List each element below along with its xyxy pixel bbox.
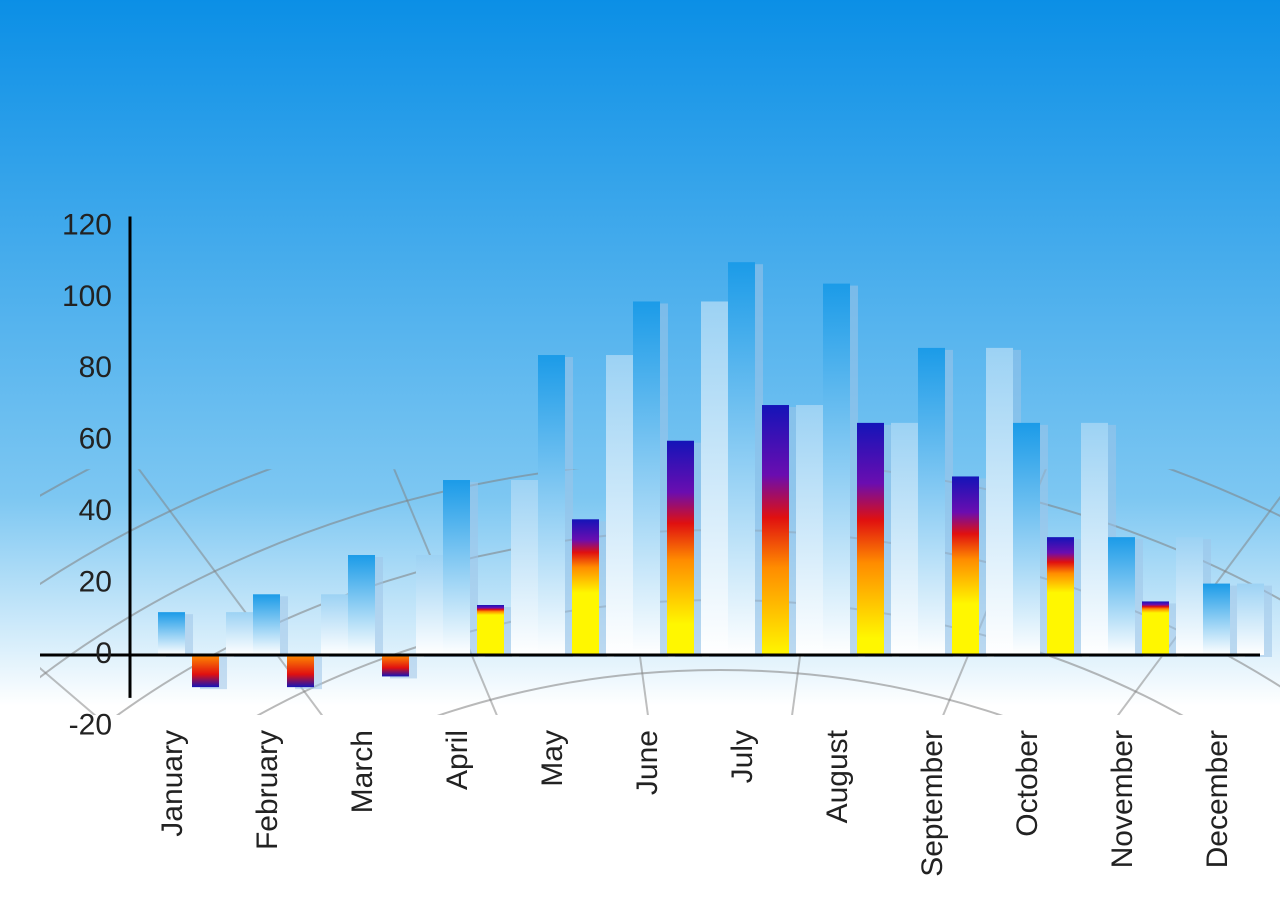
month-label-january: January	[156, 730, 189, 837]
bar-B-february	[287, 655, 314, 687]
y-tick-label: 120	[62, 208, 112, 241]
bar-A-november	[1108, 537, 1135, 655]
bar-A-march	[348, 555, 375, 655]
month-label-february: February	[251, 730, 284, 850]
bar-C-november	[1176, 537, 1203, 655]
y-tick-label: 20	[79, 566, 112, 599]
bar-A-december	[1203, 584, 1230, 655]
y-tick-label: 80	[79, 351, 112, 384]
bar-B-april	[477, 605, 504, 655]
bar-C-march	[416, 555, 443, 655]
month-label-october: October	[1011, 730, 1044, 837]
bar-B-may	[572, 519, 599, 655]
bar-B-june	[667, 441, 694, 655]
bar-B-september	[952, 476, 979, 655]
bar-B-august	[857, 423, 884, 655]
month-label-april: April	[441, 730, 474, 790]
bar-C-january	[226, 612, 253, 655]
y-tick-label: 100	[62, 280, 112, 313]
bar-C-june	[701, 301, 728, 655]
bar-A-february	[253, 594, 280, 655]
y-tick-label: 40	[79, 494, 112, 527]
bar-A-september	[918, 348, 945, 655]
bar-A-august	[823, 284, 850, 655]
bar-C-april	[511, 480, 538, 655]
bar-B-march	[382, 655, 409, 676]
month-label-december: December	[1201, 730, 1234, 868]
bar-A-june	[633, 301, 660, 655]
bar-C-september	[986, 348, 1013, 655]
bar-A-april	[443, 480, 470, 655]
bar-A-july	[728, 262, 755, 655]
month-label-june: June	[631, 730, 664, 795]
month-label-august: August	[821, 729, 854, 823]
month-label-march: March	[346, 730, 379, 813]
y-tick-label: 0	[95, 637, 112, 670]
bar-A-january	[158, 612, 185, 655]
bar-B-january	[192, 655, 219, 687]
bar-B-july	[762, 405, 789, 655]
bar-C-july	[796, 405, 823, 655]
month-label-november: November	[1106, 730, 1139, 868]
bar-C-december	[1237, 584, 1264, 655]
y-tick-label: 60	[79, 423, 112, 456]
chart-svg: -20 0 20 40 60 80 100 120 January February March A…	[0, 0, 1280, 905]
bar-C-october	[1081, 423, 1108, 655]
bar-C-august	[891, 423, 918, 655]
bar-B-october	[1047, 537, 1074, 655]
month-label-july: July	[726, 730, 759, 783]
bar-A-may	[538, 355, 565, 655]
chart-stage: -20 0 20 40 60 80 100 120 January February March A…	[0, 0, 1280, 905]
month-label-may: May	[536, 730, 569, 787]
month-label-september: September	[916, 730, 949, 877]
bar-C-february	[321, 594, 348, 655]
bar-B-november	[1142, 601, 1169, 655]
bar-C-may	[606, 355, 633, 655]
bar-A-october	[1013, 423, 1040, 655]
y-tick-label: -20	[69, 708, 112, 741]
